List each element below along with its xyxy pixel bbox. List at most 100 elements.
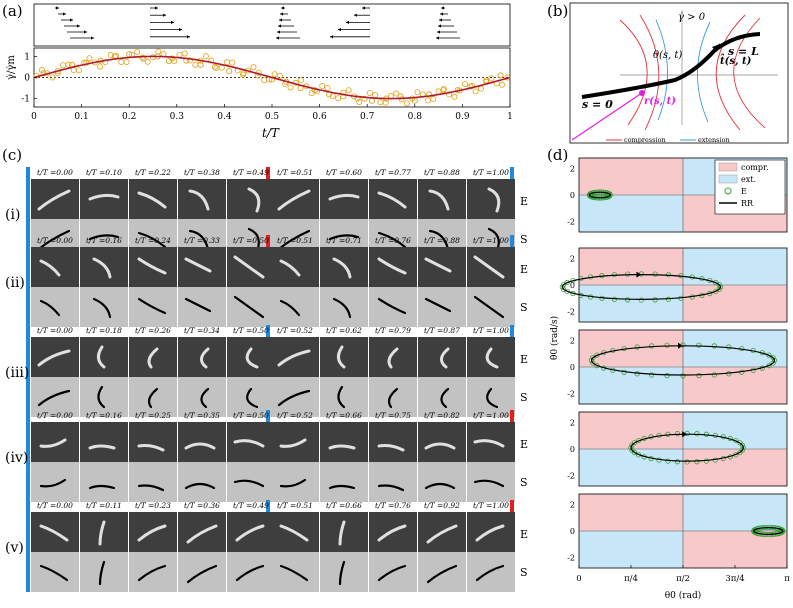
time-label: t/T =0.60 xyxy=(326,168,362,177)
time-label: t/T =0.50 xyxy=(233,236,269,245)
time-label: t/T =0.88 xyxy=(424,168,460,177)
data-point xyxy=(149,54,156,61)
time-label: t/T =0.49 xyxy=(233,501,269,510)
label-gamma: γ̇ > 0 xyxy=(678,12,706,23)
simulation-frame xyxy=(227,462,275,502)
shear-arrowhead xyxy=(56,6,59,10)
trajectory-arrow xyxy=(678,342,683,349)
experiment-frame xyxy=(320,247,368,287)
schematic-frame xyxy=(569,2,789,144)
shear-arrowhead xyxy=(280,12,283,16)
experiment-frame xyxy=(31,337,79,377)
x-tick-label: 0.5 xyxy=(265,112,280,122)
simulation-frame xyxy=(271,287,319,327)
data-point xyxy=(377,99,384,106)
simulation-frame xyxy=(31,287,79,327)
experiment-frame xyxy=(178,247,226,287)
y-tick-label: 0 xyxy=(570,527,575,536)
simulation-frame xyxy=(129,552,177,592)
data-point xyxy=(49,74,56,81)
data-point xyxy=(102,59,109,66)
data-point xyxy=(202,53,209,60)
simulation-frame xyxy=(369,462,417,502)
time-label: t/T =0.36 xyxy=(184,501,220,510)
shear-arrowhead xyxy=(279,18,282,22)
experiment-point xyxy=(594,363,600,369)
time-label: t/T =0.23 xyxy=(135,501,171,510)
compression-region xyxy=(683,531,787,568)
data-point xyxy=(308,90,315,97)
x-tick-label: 0.6 xyxy=(312,112,327,122)
x-tick-label: 0.8 xyxy=(408,112,423,122)
simulation-frame xyxy=(271,462,319,502)
shear-panel-frame xyxy=(33,3,511,47)
time-label: t/T =0.76 xyxy=(375,236,411,245)
time-label: t/T =0.10 xyxy=(86,168,122,177)
simulation-frame xyxy=(467,287,515,327)
experiment-frame xyxy=(418,512,466,552)
rr-trajectory xyxy=(753,527,784,535)
simulation-frame xyxy=(178,287,226,327)
data-point xyxy=(335,95,342,102)
experiment-point xyxy=(696,373,702,379)
shear-arrowhead xyxy=(155,6,158,10)
x-tick-label: 0.7 xyxy=(360,112,375,122)
label-s-L: s = L xyxy=(728,45,759,58)
legend-extension-label: extension xyxy=(698,136,730,144)
experiment-frame xyxy=(271,179,319,219)
time-label: t/T =0.34 xyxy=(184,326,220,335)
time-label: t/T =0.00 xyxy=(37,501,73,510)
extension-region xyxy=(579,449,683,486)
y-tick-label: -2 xyxy=(567,471,575,480)
x-tick-label: 0.9 xyxy=(455,112,470,122)
data-point xyxy=(414,89,421,96)
shear-arrowhead xyxy=(70,18,73,22)
experiment-frame xyxy=(418,422,466,462)
shear-arrowhead xyxy=(330,35,333,39)
trajectory-arrow xyxy=(682,431,688,438)
simulation-frame xyxy=(369,287,417,327)
compression-region xyxy=(579,248,683,285)
time-label: t/T =0.51 xyxy=(277,236,313,245)
data-point xyxy=(372,92,379,99)
y-tick-label: 2 xyxy=(570,165,575,174)
rr-trajectory xyxy=(561,274,722,300)
data-point xyxy=(176,51,183,58)
experiment-frame xyxy=(320,422,368,462)
time-label: t/T =0.00 xyxy=(37,411,73,420)
experiment-frame xyxy=(178,512,226,552)
simulation-frame xyxy=(227,287,275,327)
row-label: (iii) xyxy=(5,365,30,381)
experiment-frame xyxy=(369,512,417,552)
label-s-0: s = 0 xyxy=(582,98,613,111)
time-label: t/T =0.49 xyxy=(233,168,269,177)
panel-d-phase-plots: 2 0 -2 2 0 -2 2 0 -2 2 0 -2 2 0 -2 compr. ext. E RR 0 π/4 π/2… xyxy=(549,157,790,601)
extension-region xyxy=(579,195,683,232)
shear-arrowhead xyxy=(84,30,87,34)
x-tick-label: 1 xyxy=(507,112,513,122)
data-point xyxy=(472,88,479,95)
shear-arrowhead xyxy=(163,13,166,17)
extension-region xyxy=(579,367,683,404)
time-label: t/T =0.50 xyxy=(233,411,269,420)
data-point xyxy=(261,77,268,84)
data-point xyxy=(213,64,220,71)
time-label: t/T =0.82 xyxy=(424,411,460,420)
phase-bar xyxy=(26,325,30,417)
simulation-frame xyxy=(271,377,319,417)
label-t-hat: t̂(s, t) xyxy=(720,54,752,67)
r-vector xyxy=(571,92,643,141)
experiment-point xyxy=(694,459,700,465)
time-label: t/T =0.66 xyxy=(326,411,362,420)
experiment-frame xyxy=(369,422,417,462)
experiment-frame xyxy=(467,247,515,287)
time-label: t/T =0.50 xyxy=(233,326,269,335)
time-label: t/T =0.52 xyxy=(277,326,313,335)
experiment-point xyxy=(590,355,596,361)
experiment-label: E xyxy=(520,195,529,208)
time-label: t/T =0.26 xyxy=(135,326,171,335)
simulation-frame xyxy=(129,377,177,417)
experiment-frame xyxy=(129,422,177,462)
legend-swatch xyxy=(724,187,732,195)
data-point xyxy=(368,97,376,104)
